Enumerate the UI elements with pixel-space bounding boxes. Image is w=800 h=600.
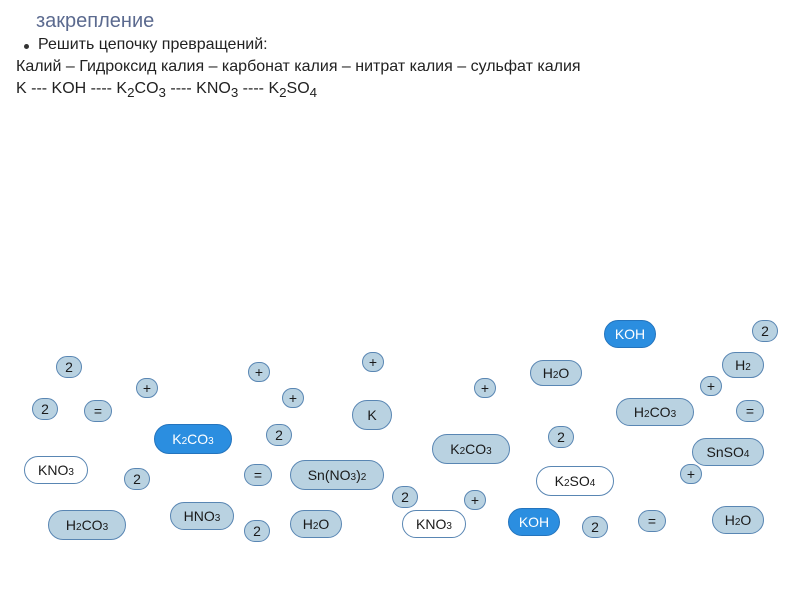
pill-n2-h[interactable]: 2: [244, 520, 270, 542]
chain-part: SO: [287, 80, 310, 97]
pill-koh2[interactable]: KOH: [508, 508, 560, 536]
pill-plus-d[interactable]: +: [474, 378, 496, 398]
sub: 4: [310, 85, 317, 100]
pill-h2o-b[interactable]: H2O: [290, 510, 342, 538]
pill-plus-g[interactable]: +: [464, 490, 486, 510]
task-line-3: K --- KOH ---- K2CO3 ---- KNO3 ---- K2SO…: [16, 80, 317, 100]
pill-k2so4[interactable]: K2SO4: [536, 466, 614, 496]
pill-n2-a[interactable]: 2: [752, 320, 778, 342]
sub: 2: [127, 85, 134, 100]
pill-koh1[interactable]: KOH: [604, 320, 656, 348]
sub: 3: [159, 85, 166, 100]
pill-plus-b[interactable]: +: [248, 362, 270, 382]
chain-part: ---- KNO: [166, 80, 231, 97]
pill-eq-d[interactable]: =: [638, 510, 666, 532]
pill-eq-a[interactable]: =: [84, 400, 112, 422]
pill-h2co3-a[interactable]: H2CO3: [616, 398, 694, 426]
pill-snso4[interactable]: SnSO4: [692, 438, 764, 466]
pill-eq-b[interactable]: =: [736, 400, 764, 422]
pill-n2-f[interactable]: 2: [124, 468, 150, 490]
pill-hno3[interactable]: HNO3: [170, 502, 234, 530]
pill-h2o-a[interactable]: H2O: [530, 360, 582, 386]
pill-h2[interactable]: H2: [722, 352, 764, 378]
task-line-1: Решить цепочку превращений:: [38, 36, 268, 54]
slide: закрепление Решить цепочку превращений: …: [0, 0, 800, 600]
pill-k2co3-a[interactable]: K2CO3: [154, 424, 232, 454]
pill-plus-f[interactable]: +: [282, 388, 304, 408]
sub: 2: [279, 85, 286, 100]
pill-plus-a[interactable]: +: [136, 378, 158, 398]
pill-K[interactable]: K: [352, 400, 392, 430]
task-line-2: Калий – Гидроксид калия – карбонат калия…: [16, 58, 581, 76]
slide-title: закрепление: [36, 10, 154, 33]
pill-kno3-a[interactable]: KNO3: [24, 456, 88, 484]
pill-plus-c[interactable]: +: [362, 352, 384, 372]
pill-n2-i[interactable]: 2: [582, 516, 608, 538]
pill-n2-b[interactable]: 2: [56, 356, 82, 378]
pill-kno3-b[interactable]: KNO3: [402, 510, 466, 538]
pill-plus-h[interactable]: +: [680, 464, 702, 484]
chain-part: CO: [135, 80, 159, 97]
pill-k2co3-b[interactable]: K2CO3: [432, 434, 510, 464]
pill-h2o-c[interactable]: H2O: [712, 506, 764, 534]
chain-part: K --- KOH ---- K: [16, 80, 127, 97]
pill-n2-d[interactable]: 2: [266, 424, 292, 446]
chain-part: ---- K: [238, 80, 279, 97]
pill-n2-e[interactable]: 2: [548, 426, 574, 448]
bullet-icon: [24, 44, 29, 49]
pill-n2-c[interactable]: 2: [32, 398, 58, 420]
pill-snno32[interactable]: Sn(NO3)2: [290, 460, 384, 490]
pill-n2-g[interactable]: 2: [392, 486, 418, 508]
pill-eq-c[interactable]: =: [244, 464, 272, 486]
pill-h2co3-b[interactable]: H2CO3: [48, 510, 126, 540]
pill-plus-e[interactable]: +: [700, 376, 722, 396]
